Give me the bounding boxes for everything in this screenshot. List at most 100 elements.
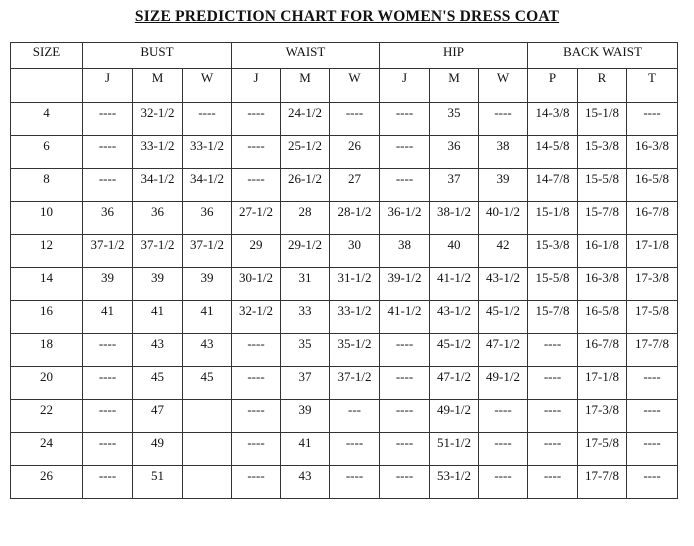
value-cell <box>182 399 232 433</box>
value-cell: ---- <box>82 333 133 367</box>
value-cell: 41 <box>132 300 183 334</box>
value-cell: 15-5/8 <box>527 267 578 301</box>
value-cell: 45-1/2 <box>478 300 528 334</box>
value-cell: 25-1/2 <box>280 135 330 169</box>
value-cell: ---- <box>527 399 578 433</box>
value-cell: 49 <box>132 432 183 466</box>
value-cell: 41 <box>280 432 330 466</box>
value-cell: 37-1/2 <box>132 234 183 268</box>
value-cell: 15-3/8 <box>577 135 627 169</box>
subcolumn-header: M <box>132 68 183 103</box>
value-cell: ---- <box>231 399 281 433</box>
value-cell: 39 <box>82 267 133 301</box>
size-header: SIZE <box>10 42 83 69</box>
value-cell: 45-1/2 <box>429 333 479 367</box>
document-title: SIZE PREDICTION CHART FOR WOMEN'S DRESS … <box>134 8 560 25</box>
value-cell: 41 <box>82 300 133 334</box>
value-cell: 33-1/2 <box>132 135 183 169</box>
hip-header: HIP <box>379 42 528 69</box>
value-cell: 42 <box>478 234 528 268</box>
size-cell: 20 <box>10 366 83 400</box>
value-cell: ---- <box>527 333 578 367</box>
value-cell: ---- <box>82 366 133 400</box>
value-cell: 38 <box>379 234 430 268</box>
value-cell: 33-1/2 <box>182 135 232 169</box>
value-cell: 41-1/2 <box>379 300 430 334</box>
table-row: 8 ---- 34-1/2 34-1/2 ---- 26-1/2 27 ---- 37 39 14-… <box>10 168 678 202</box>
value-cell: ---- <box>82 465 133 499</box>
value-cell: ---- <box>231 432 281 466</box>
value-cell: ---- <box>478 432 528 466</box>
value-cell: ---- <box>626 432 678 466</box>
value-cell: 15-1/8 <box>527 201 578 235</box>
subcolumn-header: W <box>329 68 380 103</box>
value-cell: 37-1/2 <box>82 234 133 268</box>
value-cell: 39 <box>132 267 183 301</box>
value-cell: 39 <box>478 168 528 202</box>
value-cell: ---- <box>527 432 578 466</box>
value-cell: 36 <box>82 201 133 235</box>
value-cell: ---- <box>82 135 133 169</box>
value-cell: 14-3/8 <box>527 102 578 136</box>
size-cell: 6 <box>10 135 83 169</box>
value-cell: 24-1/2 <box>280 102 330 136</box>
value-cell: 39 <box>182 267 232 301</box>
subcolumn-header: J <box>231 68 281 103</box>
value-cell: 51 <box>132 465 183 499</box>
value-cell: 37 <box>280 366 330 400</box>
value-cell: 36-1/2 <box>379 201 430 235</box>
value-cell: 15-1/8 <box>577 102 627 136</box>
value-cell: 53-1/2 <box>429 465 479 499</box>
value-cell: ---- <box>182 102 232 136</box>
value-cell: ---- <box>379 432 430 466</box>
value-cell: 33 <box>280 300 330 334</box>
value-cell: 26 <box>329 135 380 169</box>
value-cell: 16-7/8 <box>577 333 627 367</box>
value-cell: ---- <box>379 399 430 433</box>
value-cell: 35 <box>280 333 330 367</box>
value-cell: 29 <box>231 234 281 268</box>
value-cell: 17-1/8 <box>626 234 678 268</box>
value-cell: ---- <box>231 465 281 499</box>
value-cell: ---- <box>478 465 528 499</box>
value-cell: ---- <box>478 102 528 136</box>
value-cell: 31 <box>280 267 330 301</box>
value-cell: ---- <box>379 333 430 367</box>
value-cell: ---- <box>478 399 528 433</box>
value-cell: ---- <box>379 465 430 499</box>
value-cell: ---- <box>626 465 678 499</box>
table-row: 4 ---- 32-1/2 ---- ---- 24-1/2 ---- ---- 35 ---- 1… <box>10 102 678 136</box>
size-cell: 18 <box>10 333 83 367</box>
value-cell: 37-1/2 <box>182 234 232 268</box>
value-cell: 37 <box>429 168 479 202</box>
value-cell: 33-1/2 <box>329 300 380 334</box>
value-cell: 15-7/8 <box>527 300 578 334</box>
value-cell: ---- <box>626 366 678 400</box>
size-cell: 14 <box>10 267 83 301</box>
value-cell: 36 <box>429 135 479 169</box>
size-cell: 24 <box>10 432 83 466</box>
table-row: 26 ---- 51 ---- 43 ---- ---- 53-1/2 ---- ---- 17-7… <box>10 465 678 499</box>
subcolumn-header: J <box>82 68 133 103</box>
value-cell: 16-5/8 <box>626 168 678 202</box>
value-cell: 16-3/8 <box>577 267 627 301</box>
value-cell: ---- <box>626 102 678 136</box>
value-cell: 45 <box>132 366 183 400</box>
value-cell: 15-5/8 <box>577 168 627 202</box>
value-cell <box>182 432 232 466</box>
value-cell <box>182 465 232 499</box>
value-cell: 51-1/2 <box>429 432 479 466</box>
table-row: 12 37-1/2 37-1/2 37-1/2 29 29-1/2 30 38 40 42 15-3… <box>10 234 678 268</box>
table-row: 16 41 41 41 32-1/2 33 33-1/2 41-1/2 43-1/2 45-1/2… <box>10 300 678 334</box>
value-cell: 32-1/2 <box>132 102 183 136</box>
value-cell: 15-3/8 <box>527 234 578 268</box>
value-cell: 16-7/8 <box>626 201 678 235</box>
value-cell: ---- <box>379 168 430 202</box>
table-row: 18 ---- 43 43 ---- 35 35-1/2 ---- 45-1/2 47-1/2 --… <box>10 333 678 367</box>
value-cell: 17-5/8 <box>577 432 627 466</box>
table-row: 6 ---- 33-1/2 33-1/2 ---- 25-1/2 26 ---- 36 38 14-… <box>10 135 678 169</box>
table-row: 24 ---- 49 ---- 41 ---- ---- 51-1/2 ---- ---- 17-5… <box>10 432 678 466</box>
value-cell: --- <box>329 399 380 433</box>
value-cell: 47-1/2 <box>478 333 528 367</box>
